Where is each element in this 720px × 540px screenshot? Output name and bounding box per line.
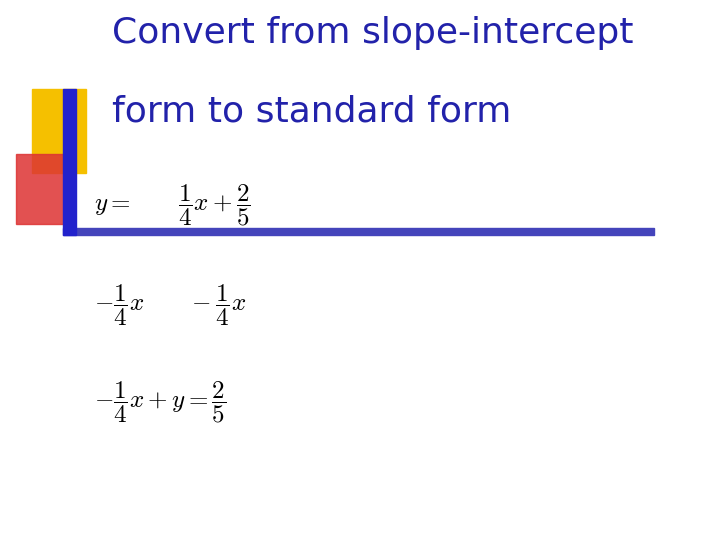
Text: Convert from slope-intercept: Convert from slope-intercept bbox=[112, 16, 633, 50]
Text: $-\dfrac{1}{4}x+y=\dfrac{2}{5}$: $-\dfrac{1}{4}x+y=\dfrac{2}{5}$ bbox=[94, 380, 226, 425]
Bar bbox=[63, 89, 76, 235]
Bar bbox=[32, 89, 86, 173]
Text: $-\dfrac{1}{4}x \qquad -\dfrac{1}{4}x$: $-\dfrac{1}{4}x \qquad -\dfrac{1}{4}x$ bbox=[94, 282, 246, 328]
Bar bbox=[63, 228, 654, 235]
Text: $y = \qquad \dfrac{1}{4}x+\dfrac{2}{5}$: $y = \qquad \dfrac{1}{4}x+\dfrac{2}{5}$ bbox=[94, 183, 251, 228]
Bar bbox=[16, 154, 70, 224]
Text: form to standard form: form to standard form bbox=[112, 94, 511, 129]
